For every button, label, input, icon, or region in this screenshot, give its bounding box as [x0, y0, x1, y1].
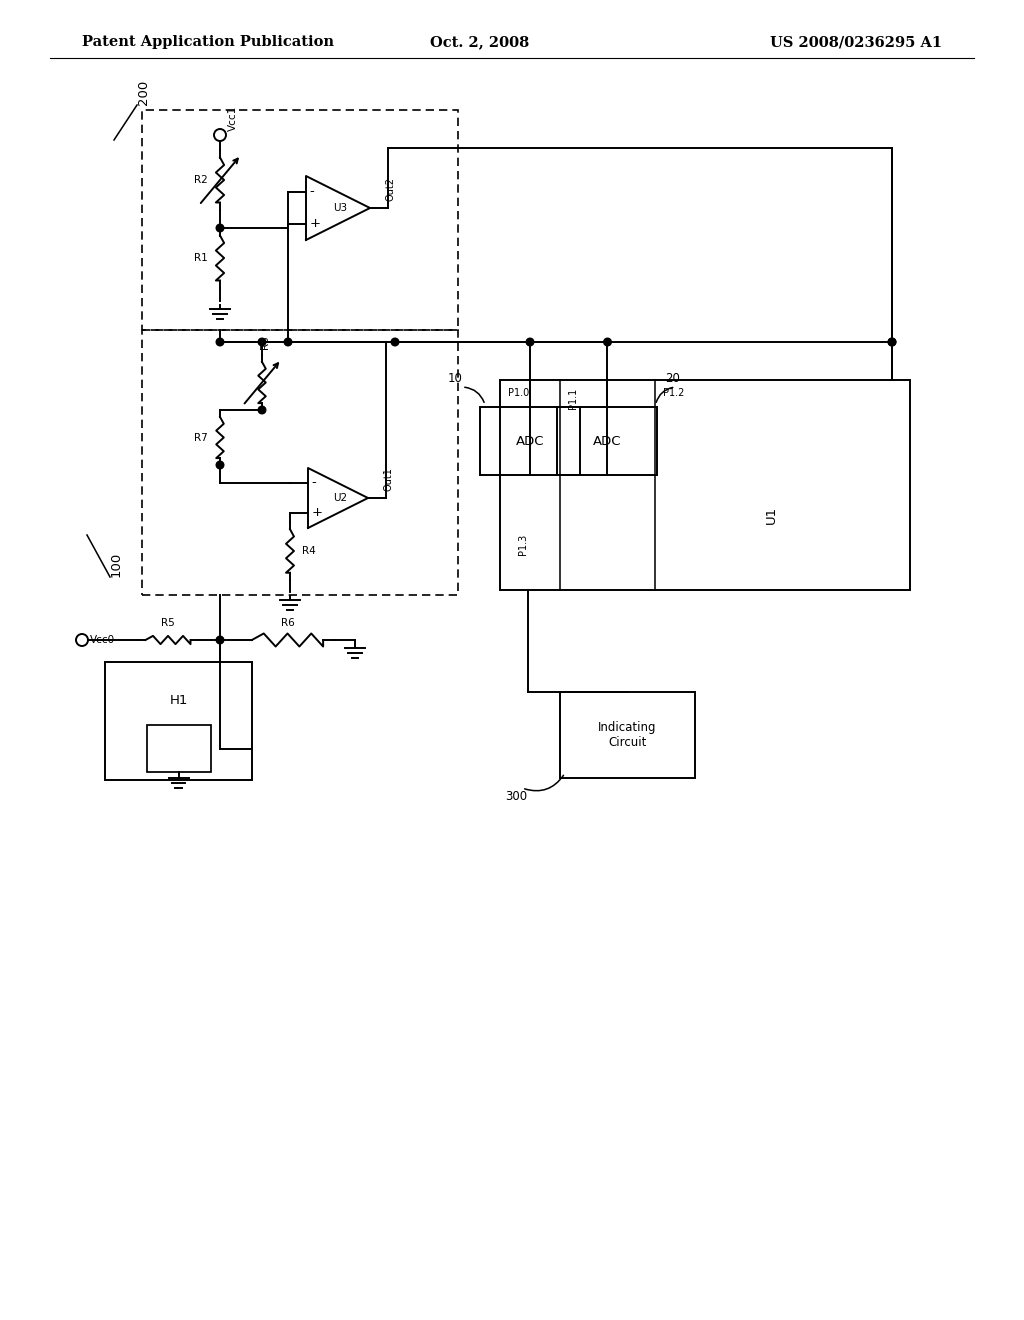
- Text: R6: R6: [281, 618, 294, 628]
- Text: -: -: [311, 477, 316, 488]
- Circle shape: [216, 224, 224, 232]
- Text: Out2: Out2: [386, 177, 396, 201]
- Text: Vcc1: Vcc1: [228, 106, 238, 131]
- Circle shape: [258, 407, 266, 413]
- Text: US 2008/0236295 A1: US 2008/0236295 A1: [770, 36, 942, 49]
- Circle shape: [216, 338, 224, 346]
- Text: Out1: Out1: [384, 467, 394, 491]
- Text: Vcc0: Vcc0: [90, 635, 115, 645]
- Text: ADC: ADC: [516, 434, 544, 447]
- Text: Oct. 2, 2008: Oct. 2, 2008: [430, 36, 529, 49]
- Bar: [105, 663, 252, 780]
- Circle shape: [888, 338, 896, 346]
- Text: P1.0: P1.0: [508, 388, 529, 399]
- Text: U1: U1: [765, 506, 778, 524]
- Text: 10: 10: [447, 372, 463, 385]
- Text: U3: U3: [333, 203, 347, 213]
- Text: R4: R4: [302, 546, 315, 556]
- Text: P1.3: P1.3: [518, 533, 528, 554]
- Text: 300: 300: [505, 789, 527, 803]
- Bar: [500, 380, 910, 590]
- Text: R1: R1: [195, 253, 208, 263]
- Circle shape: [216, 636, 224, 644]
- Bar: [146, 725, 211, 772]
- Text: R5: R5: [161, 618, 175, 628]
- Bar: [480, 407, 580, 475]
- Text: P1.2: P1.2: [663, 388, 684, 399]
- Bar: [557, 407, 657, 475]
- Text: U2: U2: [333, 492, 347, 503]
- Text: -: -: [309, 185, 314, 198]
- Text: ADC: ADC: [593, 434, 622, 447]
- Text: H1: H1: [169, 694, 187, 708]
- Text: P1.1: P1.1: [568, 388, 578, 409]
- Text: +: +: [309, 216, 321, 230]
- Text: +: +: [311, 506, 323, 519]
- Text: R3: R3: [260, 335, 270, 348]
- Circle shape: [216, 461, 224, 469]
- Text: 200: 200: [137, 79, 150, 106]
- Bar: [142, 330, 458, 595]
- Text: Indicating
Circuit: Indicating Circuit: [598, 721, 656, 748]
- Circle shape: [285, 338, 292, 346]
- Circle shape: [526, 338, 534, 346]
- Circle shape: [391, 338, 398, 346]
- Circle shape: [604, 338, 611, 346]
- Text: R7: R7: [195, 433, 208, 442]
- Circle shape: [258, 338, 266, 346]
- Bar: [560, 692, 695, 777]
- Text: 100: 100: [110, 552, 123, 577]
- Bar: [142, 110, 458, 330]
- Text: 20: 20: [666, 372, 680, 385]
- Text: R2: R2: [195, 176, 208, 185]
- Circle shape: [888, 338, 896, 346]
- Text: Patent Application Publication: Patent Application Publication: [82, 36, 334, 49]
